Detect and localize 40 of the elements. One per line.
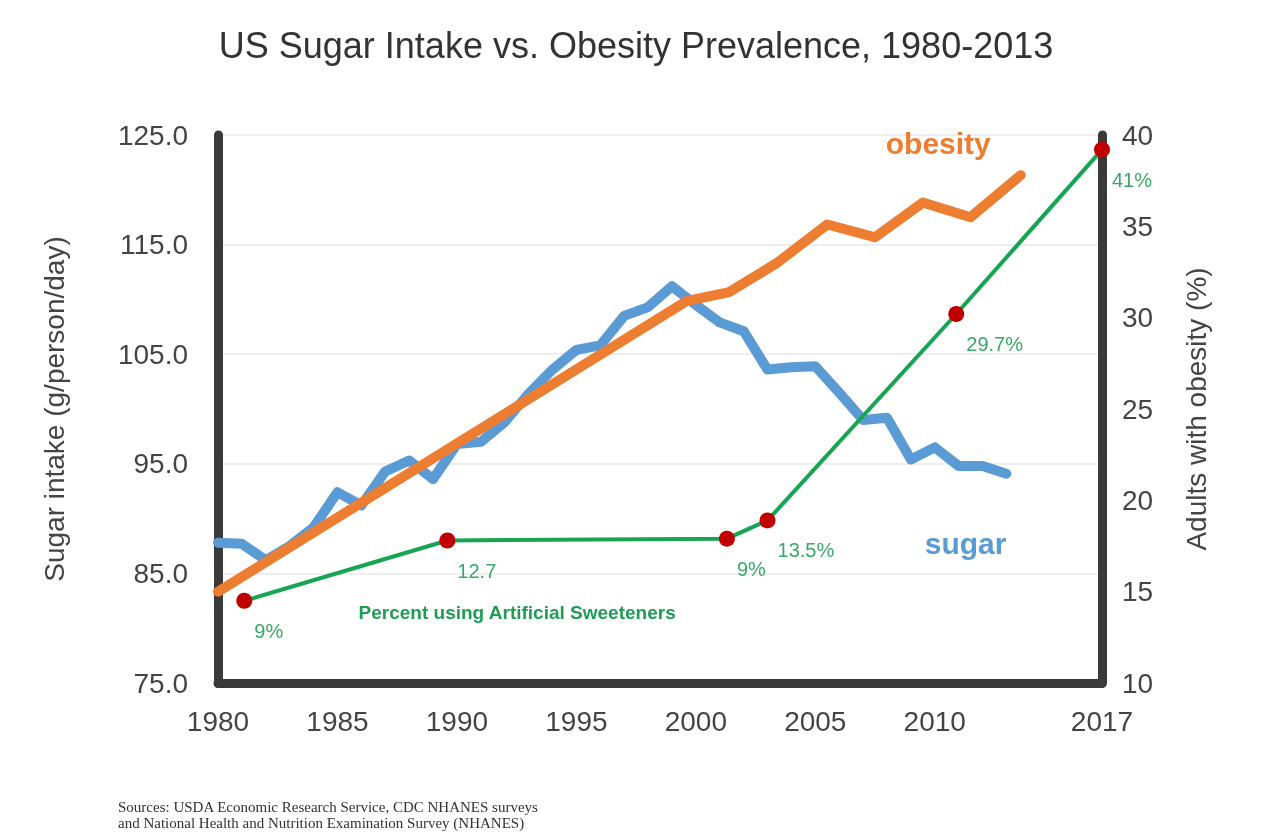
y-tick-label: 115.0 — [120, 229, 188, 261]
point — [236, 592, 253, 609]
y-tick-label: 75.0 — [133, 667, 188, 699]
x-tick-label: 2005 — [784, 705, 847, 737]
point — [1094, 141, 1110, 158]
text: 41% — [1112, 168, 1153, 191]
point — [439, 532, 456, 549]
y2-tick-label: 35 — [1122, 210, 1154, 242]
y2-tick-label: 15 — [1122, 576, 1154, 608]
y2-tick-label: 25 — [1122, 393, 1154, 425]
x-tick-label: 1985 — [306, 705, 369, 737]
x-tick-label: 2010 — [903, 705, 966, 737]
point — [948, 306, 965, 323]
y2-tick-label: 10 — [1122, 667, 1154, 699]
y2-axis-title: Adults with obesity (%) — [1180, 267, 1212, 551]
x-tick-label: 1980 — [186, 705, 250, 737]
source-note: Sources: USDA Economic Research Service, CDC NHANES surveys and National Health and Nutrition Examination Survey (NHANES) — [118, 799, 539, 832]
chart-title: US Sugar Intake vs. Obesity Prevalence, 1980-2013 — [218, 24, 1054, 66]
y-tick-label: 85.0 — [133, 557, 188, 589]
series-label: obesity — [885, 126, 992, 160]
x-tick-label: 2000 — [664, 705, 727, 737]
annotation: 29.7% — [966, 333, 1024, 356]
x-tick-label: 1995 — [545, 705, 608, 737]
y2-tick-label: 20 — [1122, 484, 1154, 516]
x-tick-label: 2017 — [1070, 705, 1134, 737]
point — [718, 530, 735, 547]
annotation: 9% — [254, 619, 284, 642]
series-label: sugar — [924, 527, 1007, 561]
series-label: Percent using Artificial Sweeteners — [358, 602, 676, 624]
y-tick-label: 105.0 — [117, 338, 188, 370]
point — [759, 512, 776, 529]
y-axis-title: Sugar intake (g/person/day) — [38, 236, 70, 582]
annotation: 13.5% — [777, 539, 835, 562]
y2-tick-label: 30 — [1122, 302, 1154, 334]
y-tick-label: 95.0 — [133, 448, 188, 480]
annotation: 12.7 — [457, 559, 497, 582]
annotation: 9% — [736, 557, 767, 580]
y-tick-label: 125.0 — [117, 119, 188, 151]
y2-tick-label: 40 — [1122, 119, 1154, 151]
x-tick-label: 1990 — [425, 705, 489, 737]
